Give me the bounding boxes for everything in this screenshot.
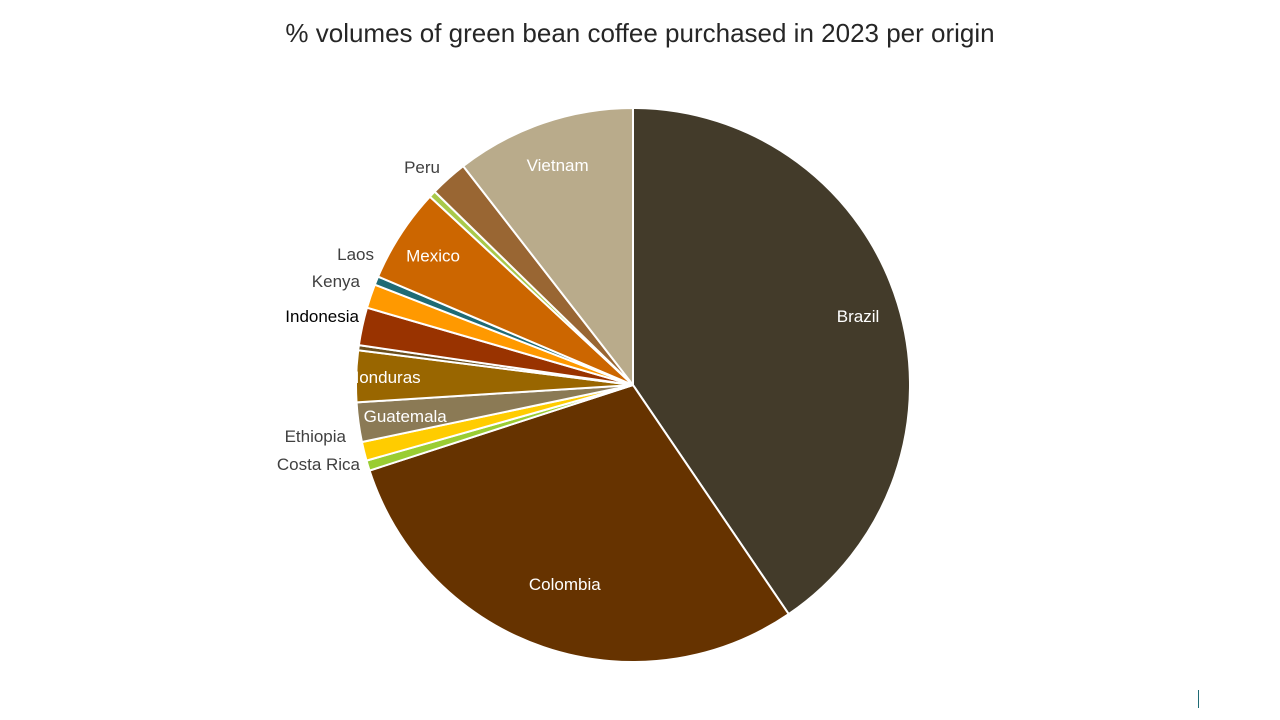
slice-label-ethiopia: Ethiopia — [285, 427, 347, 446]
slice-colombia — [368, 383, 791, 663]
slice-brazil — [632, 106, 911, 616]
slice-label-mexico: Mexico — [406, 246, 460, 265]
pie-slices — [355, 106, 911, 663]
slice-label-brazil: Brazil — [837, 307, 880, 326]
slice-label-kenya: Kenya — [312, 272, 361, 291]
slice-label-honduras: Honduras — [347, 368, 421, 387]
slice-label-vietnam: Vietnam — [527, 156, 589, 175]
pie-labels: Brazil Colombia Costa Rica Ethiopia Guatemal… — [277, 156, 879, 594]
slice-label-indonesia: Indonesia — [285, 307, 359, 326]
chart-title: % volumes of green bean coffee purchased… — [285, 18, 995, 48]
slice-label-costa-rica: Costa Rica — [277, 455, 361, 474]
corner-divider — [1198, 690, 1199, 708]
slice-label-peru: Peru — [404, 158, 440, 177]
slice-label-laos: Laos — [337, 245, 374, 264]
slice-vietnam — [461, 106, 634, 388]
slice-label-guatemala: Guatemala — [364, 407, 448, 426]
slice-label-colombia: Colombia — [529, 575, 601, 594]
